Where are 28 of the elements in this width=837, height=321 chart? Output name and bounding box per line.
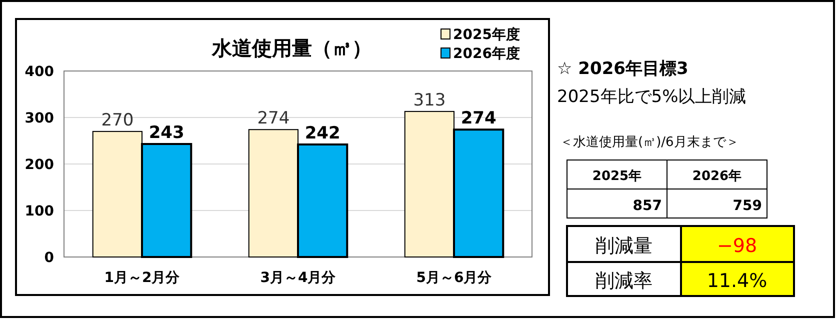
x-tick-label: 1月～2月分 xyxy=(104,270,181,286)
text: −98 xyxy=(716,235,758,257)
text: 2025年比で5%以上削減 xyxy=(557,87,746,107)
text: ☆ 2026年目標3 xyxy=(557,59,688,79)
legend-label: 2026年度 xyxy=(453,45,520,62)
data-label: 270 xyxy=(101,110,134,130)
text: 削減量 xyxy=(596,235,652,257)
legend-label: 2025年度 xyxy=(453,26,520,43)
data-label: 242 xyxy=(304,123,340,144)
chart-title: 水道使用量（㎥） xyxy=(211,36,372,60)
y-tick-label: 0 xyxy=(44,250,54,266)
data-label: 243 xyxy=(148,123,184,144)
y-tick-label: 300 xyxy=(24,110,54,126)
text: 2025年 xyxy=(592,169,642,184)
data-label: 313 xyxy=(413,90,446,110)
text: 2026年 xyxy=(692,169,742,184)
text: ＜水道使用量(㎥)/6月末まで＞ xyxy=(560,135,739,150)
x-tick-label: 3月～4月分 xyxy=(260,270,337,286)
text: 削減率 xyxy=(596,270,652,292)
y-tick-label: 100 xyxy=(24,204,54,220)
text: 857 xyxy=(632,198,662,214)
y-tick-label: 200 xyxy=(24,157,54,173)
text: 11.4% xyxy=(706,270,768,292)
data-label: 274 xyxy=(460,108,496,129)
data-label: 274 xyxy=(257,108,290,129)
y-tick-label: 400 xyxy=(24,64,54,80)
x-tick-label: 5月～6月分 xyxy=(416,270,493,286)
text: 759 xyxy=(732,198,762,214)
